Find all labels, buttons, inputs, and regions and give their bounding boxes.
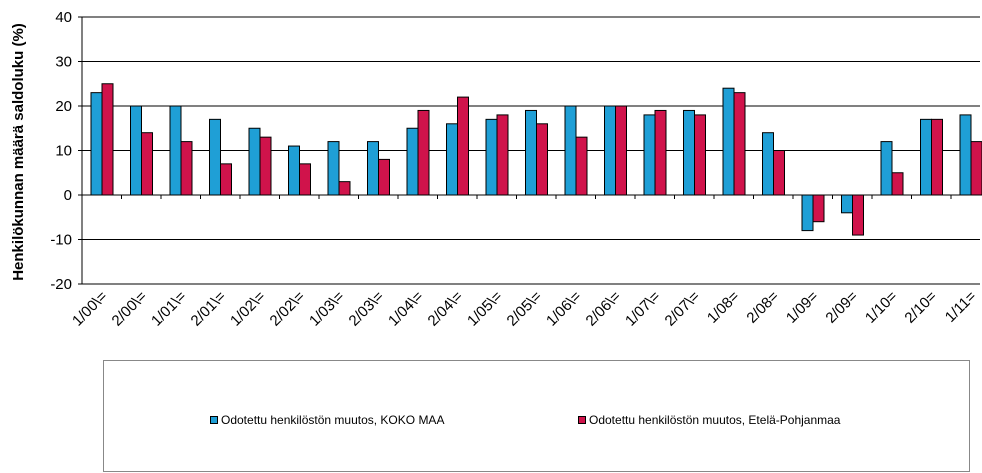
bar-series-1 — [367, 141, 379, 196]
bar-series-1 — [920, 118, 932, 196]
y-axis-title: Henkilökunnan määrä saldoluku (%) — [10, 23, 27, 281]
x-tick-label: 2/07\= — [662, 288, 704, 330]
x-tick-label: 1/11= — [942, 288, 980, 326]
bar-series-1 — [762, 132, 774, 196]
x-tick-label: 2/02\= — [267, 288, 309, 330]
bar-series-2 — [417, 109, 430, 196]
bar-chart: 40 30 20 10 0 -10 -20 1/00\=2/00\=1/01\=2/01\=… — [10, 9, 982, 330]
bar-series-2 — [773, 150, 785, 196]
bar-series-2 — [180, 141, 193, 196]
bar-series-1 — [288, 145, 300, 196]
bar-series-2 — [496, 114, 509, 196]
x-tick-label: 2/06\= — [583, 288, 625, 330]
bar-series-1 — [604, 105, 616, 196]
legend-item-koko-maa: Odotettu henkilöstön muutos, KOKO MAA — [210, 413, 444, 427]
bar-series-1 — [90, 92, 103, 196]
x-tick-label: 1/10= — [862, 288, 901, 327]
legend-label-koko-maa: Odotettu henkilöstön muutos, KOKO MAA — [221, 413, 445, 427]
bar-series-2 — [536, 123, 548, 196]
x-tick-label: 2/01\= — [188, 288, 230, 330]
x-tick-label: 1/03\= — [306, 288, 348, 330]
bar-series-1 — [683, 109, 695, 196]
x-tick-label: 2/00\= — [109, 288, 151, 330]
bar-series-1 — [722, 87, 735, 196]
bar-series-2 — [733, 92, 746, 196]
bar-series-1 — [327, 141, 340, 196]
x-tick-labels: 1/00\=2/00\=1/01\=2/01\=1/02\=2/02\=1/03… — [69, 195, 980, 330]
bar-series-1 — [880, 141, 893, 196]
bar-series-1 — [446, 123, 458, 196]
bar-series-1 — [406, 127, 419, 196]
legend-label-etela-pohjanmaa: Odotettu henkilöstön muutos, Etelä-Pohja… — [589, 413, 841, 427]
bar-series-2 — [338, 181, 351, 196]
y-tick-label: 40 — [55, 9, 72, 26]
x-tick-label: 2/04\= — [425, 288, 467, 330]
x-tick-label: 2/05\= — [504, 288, 546, 330]
bar-series-1 — [130, 105, 142, 196]
bar-series-2 — [101, 83, 114, 196]
bar-series-1 — [801, 194, 814, 232]
y-tick-label: 30 — [55, 54, 72, 71]
bar-series-1 — [209, 118, 221, 196]
bar-series-1 — [564, 105, 577, 196]
y-tick-label: -20 — [50, 276, 72, 293]
bar-series-2 — [970, 141, 982, 196]
x-tick-label: 2/10= — [901, 288, 940, 327]
legend-swatch-red — [578, 416, 586, 424]
x-tick-label: 2/09= — [822, 288, 861, 327]
bar-series-2 — [812, 194, 825, 223]
y-tick-labels: 40 30 20 10 0 -10 -20 — [50, 9, 72, 293]
x-tick-label: 1/08= — [704, 288, 743, 327]
bar-series-2 — [615, 105, 627, 196]
x-tick-label: 1/02\= — [227, 288, 269, 330]
bar-series-2 — [694, 114, 706, 196]
bar-series-2 — [891, 172, 904, 196]
bar-series-2 — [654, 109, 667, 196]
x-tick-label: 2/03\= — [346, 288, 388, 330]
bar-series-2 — [931, 118, 943, 196]
x-tick-label: 2/08= — [743, 288, 782, 327]
bar-series-2 — [259, 136, 272, 196]
bar-series-2 — [457, 96, 469, 196]
bar-series-2 — [575, 136, 588, 196]
bar-series-1 — [248, 127, 261, 196]
bars — [90, 83, 982, 236]
bar-series-1 — [525, 109, 537, 196]
bar-series-2 — [299, 163, 311, 196]
bar-series-2 — [378, 158, 390, 196]
y-tick-label: -10 — [50, 232, 72, 249]
legend: Odotettu henkilöstön muutos, KOKO MAA Od… — [103, 360, 970, 472]
y-tick-label: 0 — [64, 187, 72, 204]
bar-series-1 — [841, 194, 853, 214]
x-tick-label: 1/00\= — [69, 288, 111, 330]
y-tick-label: 10 — [55, 143, 72, 160]
x-tick-label: 1/07\= — [622, 288, 664, 330]
y-tick-label: 20 — [55, 98, 72, 115]
x-tick-label: 1/05\= — [464, 288, 506, 330]
bar-series-2 — [852, 194, 864, 236]
x-tick-label: 1/09= — [783, 288, 822, 327]
bar-series-1 — [169, 105, 182, 196]
bar-series-1 — [643, 114, 656, 196]
x-tick-label: 1/06\= — [543, 288, 585, 330]
x-tick-label: 1/01\= — [148, 288, 190, 330]
bar-series-2 — [141, 132, 153, 196]
legend-swatch-blue — [210, 416, 218, 424]
legend-item-etela-pohjanmaa: Odotettu henkilöstön muutos, Etelä-Pohja… — [578, 413, 840, 427]
bar-series-1 — [485, 118, 498, 196]
bar-series-2 — [220, 163, 232, 196]
bar-series-1 — [959, 114, 972, 196]
x-tick-label: 1/04\= — [385, 288, 427, 330]
